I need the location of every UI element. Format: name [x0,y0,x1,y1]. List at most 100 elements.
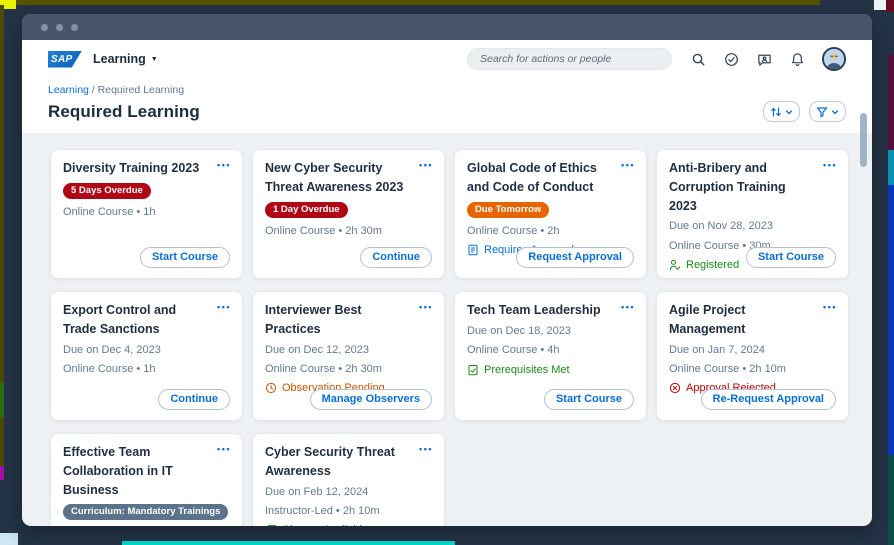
search-input[interactable] [467,48,672,70]
user-avatar[interactable] [822,47,846,71]
course-meta-list: Online Course • 1h [63,205,230,220]
course-title: Interviewer Best Practices [265,303,362,336]
page-title: Required Learning [48,101,200,121]
classes-icon [265,524,277,526]
screen-artifact-left-green [0,383,4,417]
course-card[interactable]: Effective Team Collaboration in IT Busin… [50,433,243,526]
course-title: Cyber Security Threat Awareness [265,445,395,478]
overflow-menu-icon[interactable] [217,440,231,456]
course-title: Diversity Training 2023 [63,161,200,175]
course-title: Export Control and Trade Sanctions [63,303,177,336]
document-approval-icon [467,244,479,256]
course-meta: Online Course • 2h 10m [669,362,786,375]
content-area: Diversity Training 2023 5 Days Overdue O… [22,133,872,526]
course-card[interactable]: Interviewer Best Practices Due on Dec 12… [252,291,445,421]
breadcrumb-separator: / [91,84,95,96]
course-meta: Due on Dec 18, 2023 [467,324,571,337]
assistant-chat-icon[interactable] [756,51,772,67]
screen-artifact-corner-red [886,0,894,12]
screen-artifact-right-purple [888,55,894,155]
overflow-menu-icon[interactable] [419,440,433,456]
screen-artifact-corner-white [874,0,886,10]
course-meta: Due on Jan 7, 2024 [669,343,766,356]
course-status-label: Prerequisites Met [484,363,570,376]
overflow-menu-icon[interactable] [823,156,837,172]
card-action-button[interactable]: Request Approval [516,247,634,268]
course-card[interactable]: Global Code of Ethics and Code of Conduc… [454,149,647,279]
course-meta-list: Due on Jan 7, 2024 Online Course • 2h 10m [669,343,836,378]
overflow-menu-icon[interactable] [419,298,433,314]
breadcrumb-link-learning[interactable]: Learning [48,84,89,96]
course-card[interactable]: Cyber Security Threat Awareness Due on F… [252,433,445,526]
bell-icon[interactable] [789,51,805,67]
overflow-menu-icon[interactable] [621,298,635,314]
sort-icon [771,106,781,117]
list-toolbar [763,101,846,122]
course-status-label: Classes Available [282,524,368,526]
clock-icon [265,382,277,394]
window-dot[interactable] [56,23,63,31]
window-titlebar[interactable] [22,14,872,40]
overflow-menu-icon[interactable] [217,298,231,314]
due-badge: Due Tomorrow [467,201,550,218]
course-card[interactable]: Export Control and Trade Sanctions Due o… [50,291,243,421]
check-circle-icon[interactable] [723,51,739,67]
screen-artifact-left-magenta [0,466,4,480]
course-grid: Diversity Training 2023 5 Days Overdue O… [50,149,849,526]
course-card[interactable]: Tech Team Leadership Due on Dec 18, 2023… [454,291,647,421]
course-status: Prerequisites Met [467,364,634,376]
overflow-menu-icon[interactable] [823,298,837,314]
card-action-button[interactable]: Manage Observers [309,389,432,410]
course-meta: Online Course • 1h [63,205,156,218]
screen-artifact-bottom-left [0,533,18,545]
course-meta-list: Due on Feb 12, 2024 Instructor-Led • 2h 1… [265,485,432,520]
person-check-icon [669,259,681,271]
due-badge: 5 Days Overdue [63,182,151,199]
window-dot[interactable] [41,23,48,31]
course-meta: Online Course • 2h 30m [265,224,382,237]
card-action-button[interactable]: Continue [158,389,230,410]
app-window: SAP Learning ▼ [22,14,872,526]
checklist-icon [467,364,479,376]
course-meta: Online Course • 4h [467,344,560,357]
course-meta: Online Course • 30m [669,239,771,252]
course-title: Anti-Bribery and Corruption Training 202… [669,161,786,213]
card-action-button[interactable]: Start Course [139,247,230,268]
sort-button[interactable] [763,101,800,122]
app-switcher[interactable]: Learning ▼ [93,52,158,66]
course-meta: Online Course • 2h 30m [265,362,382,375]
screen-artifact-right-cyan [888,150,894,185]
course-meta: Instructor-Led • 2h 10m [265,504,380,517]
overflow-menu-icon[interactable] [217,156,231,172]
course-card[interactable]: Anti-Bribery and Corruption Training 202… [656,149,849,279]
overflow-menu-icon[interactable] [621,156,635,172]
card-action-button[interactable]: Re-Request Approval [700,389,836,410]
app-name-label: Learning [93,52,146,66]
chevron-down-icon [831,109,839,114]
breadcrumb: Learning / Required Learning [48,84,846,96]
course-card[interactable]: Agile Project Management Due on Jan 7, 2… [656,291,849,421]
overflow-menu-icon[interactable] [419,156,433,172]
chevron-down-icon [785,109,793,114]
course-status-label: Registered [686,259,740,272]
due-badge: 1 Day Overdue [265,201,348,218]
card-action-button[interactable]: Start Course [543,389,634,410]
course-meta-list: Due on Dec 18, 2023 Online Course • 4h [467,324,634,359]
rejected-circle-icon [669,382,681,394]
course-card[interactable]: Diversity Training 2023 5 Days Overdue O… [50,149,243,279]
scrollbar-thumb[interactable] [860,113,867,167]
course-meta: Due on Dec 12, 2023 [265,343,369,356]
sap-logo[interactable]: SAP [48,50,82,68]
page-header: Learning / Required Learning Required Le… [22,78,872,133]
window-dot[interactable] [71,23,78,31]
course-status: Registered [669,259,836,271]
search-icon[interactable] [690,51,706,67]
course-meta-list: Due on Dec 4, 2023 Online Course • 1h [63,343,230,378]
card-action-button[interactable]: Start Course [745,247,836,268]
course-meta-list: Due on Dec 12, 2023 Online Course • 2h 30… [265,343,432,378]
card-action-button[interactable]: Continue [360,247,432,268]
course-meta: Due on Nov 28, 2023 [669,220,773,233]
filter-button[interactable] [809,101,846,122]
course-card[interactable]: New Cyber Security Threat Awareness 2023… [252,149,445,279]
course-meta: Due on Feb 12, 2024 [265,485,369,498]
